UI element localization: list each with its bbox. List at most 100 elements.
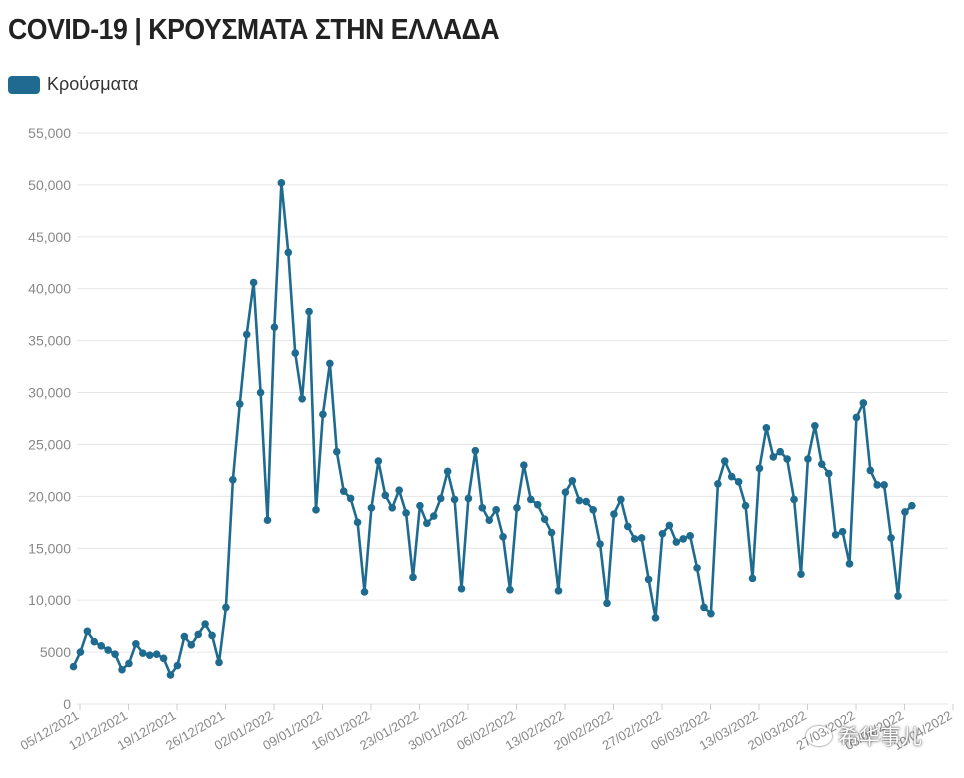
data-point bbox=[471, 446, 480, 455]
data-point bbox=[229, 475, 237, 484]
data-point bbox=[554, 587, 563, 595]
data-point bbox=[665, 521, 674, 530]
data-point bbox=[776, 447, 785, 456]
data-point bbox=[506, 586, 514, 594]
data-point bbox=[727, 472, 736, 481]
data-point bbox=[423, 519, 431, 528]
data-point bbox=[630, 535, 639, 543]
data-point bbox=[263, 516, 272, 525]
data-point bbox=[367, 503, 376, 512]
chart-title: COVID-19 | ΚΡΟΥΣΜΑΤΑ ΣΤΗΝ ΕΛΛΑΔΑ bbox=[8, 14, 500, 46]
data-point bbox=[485, 516, 494, 525]
data-point bbox=[679, 535, 688, 543]
data-point bbox=[693, 564, 701, 572]
data-point bbox=[326, 359, 334, 368]
data-point bbox=[249, 278, 258, 287]
y-axis-ticks: 0 5000 10,000 15,000 20,000 25,000 30,000 35,00… bbox=[28, 125, 71, 712]
data-point bbox=[499, 533, 507, 541]
data-point bbox=[138, 649, 147, 657]
data-point bbox=[284, 248, 293, 257]
y-tick-label: 5000 bbox=[40, 644, 71, 660]
data-point bbox=[76, 648, 85, 656]
data-point bbox=[270, 323, 279, 331]
data-point bbox=[222, 603, 230, 612]
y-tick-label: 35,000 bbox=[28, 333, 71, 349]
data-point bbox=[908, 501, 916, 510]
data-point bbox=[672, 538, 681, 546]
data-point bbox=[360, 588, 369, 596]
data-point bbox=[256, 388, 265, 397]
data-point bbox=[838, 527, 847, 536]
data-point bbox=[790, 495, 798, 504]
data-point bbox=[824, 469, 833, 478]
watermark-text: 希华事儿 bbox=[838, 726, 922, 749]
y-tick-label: 0 bbox=[63, 696, 71, 712]
data-point bbox=[104, 646, 112, 654]
data-point bbox=[429, 512, 438, 520]
data-point bbox=[610, 510, 618, 518]
data-point bbox=[700, 603, 708, 612]
data-point bbox=[734, 478, 743, 486]
series-line-path bbox=[72, 181, 914, 677]
wechat-icon bbox=[806, 726, 832, 746]
data-point bbox=[478, 503, 487, 512]
data-point bbox=[568, 476, 577, 485]
data-point bbox=[873, 481, 882, 489]
data-point bbox=[111, 650, 119, 658]
data-point bbox=[409, 573, 417, 582]
data-point bbox=[804, 455, 812, 463]
y-tick-label: 40,000 bbox=[28, 281, 71, 297]
data-point bbox=[817, 460, 826, 468]
data-point bbox=[707, 609, 715, 618]
data-point bbox=[90, 637, 99, 646]
data-point bbox=[533, 500, 542, 509]
data-point bbox=[859, 399, 868, 407]
legend[interactable]: Κρούσματα bbox=[8, 74, 138, 95]
data-point bbox=[623, 522, 632, 531]
data-point bbox=[305, 307, 313, 316]
data-point bbox=[381, 491, 390, 500]
data-point bbox=[312, 506, 320, 514]
data-point bbox=[69, 662, 78, 671]
data-point bbox=[180, 632, 189, 641]
data-point bbox=[436, 494, 445, 503]
y-tick-label: 45,000 bbox=[28, 229, 71, 245]
data-point bbox=[720, 457, 729, 465]
data-point bbox=[194, 630, 203, 639]
data-point bbox=[894, 592, 902, 600]
data-point bbox=[416, 501, 424, 510]
data-point bbox=[589, 506, 597, 514]
data-point bbox=[402, 509, 410, 517]
y-tick-label: 25,000 bbox=[28, 436, 71, 452]
data-point bbox=[901, 508, 909, 516]
data-point bbox=[762, 424, 771, 432]
data-point bbox=[132, 639, 140, 648]
data-point bbox=[166, 671, 175, 679]
data-point bbox=[332, 447, 341, 456]
data-point bbox=[464, 494, 473, 503]
legend-label: Κρούσματα bbox=[47, 74, 139, 94]
data-point bbox=[755, 464, 764, 473]
data-point bbox=[866, 466, 875, 475]
data-point bbox=[547, 528, 556, 537]
y-tick-label: 10,000 bbox=[28, 592, 71, 608]
data-point bbox=[644, 575, 653, 584]
data-point bbox=[298, 394, 306, 403]
data-point bbox=[450, 495, 459, 504]
data-point bbox=[513, 503, 521, 512]
y-tick-label: 50,000 bbox=[28, 177, 71, 193]
data-point bbox=[145, 651, 154, 660]
data-point bbox=[319, 410, 327, 419]
data-point bbox=[291, 349, 300, 357]
data-point bbox=[596, 540, 604, 548]
grid-lines bbox=[77, 132, 948, 705]
data-point bbox=[159, 654, 168, 663]
data-point bbox=[637, 534, 646, 542]
data-point bbox=[852, 413, 861, 422]
data-point bbox=[187, 641, 196, 649]
data-point bbox=[395, 486, 403, 494]
data-point bbox=[831, 530, 840, 539]
data-point bbox=[783, 455, 791, 463]
data-point bbox=[374, 457, 383, 465]
